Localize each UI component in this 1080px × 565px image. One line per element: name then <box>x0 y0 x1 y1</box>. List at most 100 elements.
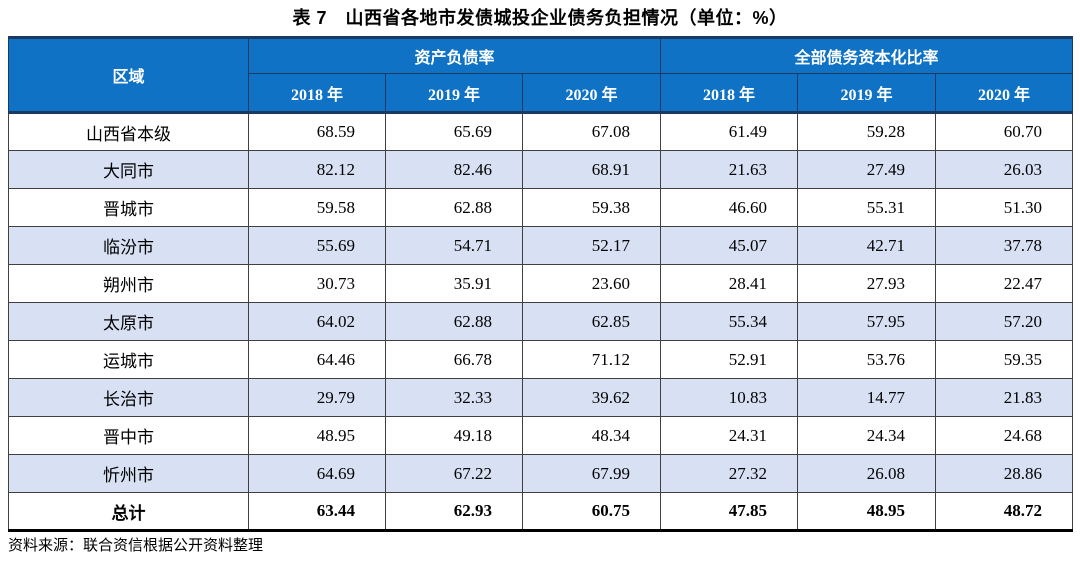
value-cell: 62.85 <box>521 302 662 341</box>
value-cell: 59.58 <box>248 188 386 227</box>
table-row: 运城市 64.46 66.78 71.12 52.91 53.76 59.35 <box>8 340 1074 379</box>
region-cell: 大同市 <box>8 150 249 189</box>
value-cell: 29.79 <box>248 378 386 417</box>
region-cell: 晋城市 <box>8 188 249 227</box>
column-header-region: 区域 <box>8 37 249 113</box>
value-cell: 35.91 <box>385 264 523 303</box>
value-cell: 14.77 <box>797 378 937 417</box>
table-row: 大同市 82.12 82.46 68.91 21.63 27.49 26.03 <box>8 150 1074 189</box>
value-cell: 24.34 <box>797 416 937 455</box>
table-row: 太原市 64.02 62.88 62.85 55.34 57.95 57.20 <box>8 302 1074 341</box>
value-cell: 28.41 <box>660 264 799 303</box>
region-cell: 临汾市 <box>8 226 249 265</box>
table-row: 朔州市 30.73 35.91 23.60 28.41 27.93 22.47 <box>8 264 1074 303</box>
value-cell: 32.33 <box>385 378 523 417</box>
column-header-year: 2018 年 <box>248 73 386 113</box>
value-cell: 57.95 <box>797 302 937 341</box>
value-cell: 39.62 <box>521 378 662 417</box>
value-cell: 52.17 <box>521 226 662 265</box>
value-cell: 26.03 <box>935 150 1074 189</box>
column-header-year: 2018 年 <box>660 73 799 113</box>
value-cell: 48.95 <box>248 416 386 455</box>
region-cell: 太原市 <box>8 302 249 341</box>
value-cell: 24.31 <box>660 416 799 455</box>
value-cell: 47.85 <box>660 492 799 531</box>
table-body: 山西省本级 68.59 65.69 67.08 61.49 59.28 60.70 大同市 82… <box>8 112 1074 531</box>
table-row: 晋中市 48.95 49.18 48.34 24.31 24.34 24.68 <box>8 416 1074 455</box>
column-header-year: 2019 年 <box>797 73 937 113</box>
value-cell: 42.71 <box>797 226 937 265</box>
region-cell: 山西省本级 <box>8 112 249 151</box>
value-cell: 49.18 <box>385 416 523 455</box>
value-cell: 82.12 <box>248 150 386 189</box>
value-cell: 26.08 <box>797 454 937 493</box>
value-cell: 55.69 <box>248 226 386 265</box>
value-cell: 62.88 <box>385 188 523 227</box>
value-cell: 61.49 <box>660 112 799 151</box>
region-cell: 长治市 <box>8 378 249 417</box>
table-row: 长治市 29.79 32.33 39.62 10.83 14.77 21.83 <box>8 378 1074 417</box>
table-row: 晋城市 59.58 62.88 59.38 46.60 55.31 51.30 <box>8 188 1074 227</box>
value-cell: 53.76 <box>797 340 937 379</box>
value-cell: 59.38 <box>521 188 662 227</box>
column-header-year: 2019 年 <box>385 73 523 113</box>
value-cell: 10.83 <box>660 378 799 417</box>
value-cell: 22.47 <box>935 264 1074 303</box>
value-cell: 57.20 <box>935 302 1074 341</box>
value-cell: 52.91 <box>660 340 799 379</box>
value-cell: 71.12 <box>521 340 662 379</box>
debt-burden-table: 区域 资产负债率 全部债务资本化比率 2018 年 2019 年 2020 年 … <box>8 36 1074 532</box>
value-cell: 62.93 <box>385 492 523 531</box>
value-cell: 63.44 <box>248 492 386 531</box>
column-header-year: 2020 年 <box>521 73 662 113</box>
region-cell: 运城市 <box>8 340 249 379</box>
value-cell: 62.88 <box>385 302 523 341</box>
value-cell: 37.78 <box>935 226 1074 265</box>
value-cell: 51.30 <box>935 188 1074 227</box>
value-cell: 66.78 <box>385 340 523 379</box>
table-row: 忻州市 64.69 67.22 67.99 27.32 26.08 28.86 <box>8 454 1074 493</box>
value-cell: 48.95 <box>797 492 937 531</box>
value-cell: 67.08 <box>521 112 662 151</box>
value-cell: 68.59 <box>248 112 386 151</box>
value-cell: 67.99 <box>521 454 662 493</box>
table-header: 区域 资产负债率 全部债务资本化比率 2018 年 2019 年 2020 年 … <box>8 37 1074 113</box>
value-cell: 48.34 <box>521 416 662 455</box>
region-cell: 朔州市 <box>8 264 249 303</box>
region-cell: 忻州市 <box>8 454 249 493</box>
value-cell: 45.07 <box>660 226 799 265</box>
column-group-asset-liability-ratio: 资产负债率 <box>247 37 662 74</box>
value-cell: 28.86 <box>935 454 1074 493</box>
value-cell: 27.93 <box>797 264 937 303</box>
value-cell: 46.60 <box>660 188 799 227</box>
value-cell: 24.68 <box>935 416 1074 455</box>
value-cell: 64.46 <box>248 340 386 379</box>
value-cell: 30.73 <box>248 264 386 303</box>
value-cell: 54.71 <box>385 226 523 265</box>
value-cell: 21.83 <box>935 378 1074 417</box>
value-cell: 65.69 <box>385 112 523 151</box>
table-row: 山西省本级 68.59 65.69 67.08 61.49 59.28 60.70 <box>8 112 1074 151</box>
value-cell: 27.49 <box>797 150 937 189</box>
value-cell: 55.31 <box>797 188 937 227</box>
value-cell: 23.60 <box>521 264 662 303</box>
value-cell: 60.70 <box>935 112 1074 151</box>
value-cell: 82.46 <box>385 150 523 189</box>
value-cell: 68.91 <box>521 150 662 189</box>
table-row-total: 总计 63.44 62.93 60.75 47.85 48.95 48.72 <box>8 492 1074 531</box>
value-cell: 48.72 <box>935 492 1074 531</box>
value-cell: 67.22 <box>385 454 523 493</box>
column-header-year: 2020 年 <box>935 73 1074 113</box>
value-cell: 27.32 <box>660 454 799 493</box>
value-cell: 59.28 <box>797 112 937 151</box>
table-title: 表 7 山西省各地市发债城投企业债务负担情况（单位：%） <box>292 8 788 28</box>
value-cell: 60.75 <box>521 492 662 531</box>
region-cell: 晋中市 <box>8 416 249 455</box>
value-cell: 21.63 <box>660 150 799 189</box>
value-cell: 55.34 <box>660 302 799 341</box>
region-cell: 总计 <box>8 492 249 531</box>
table-row: 临汾市 55.69 54.71 52.17 45.07 42.71 37.78 <box>8 226 1074 265</box>
value-cell: 64.02 <box>248 302 386 341</box>
value-cell: 59.35 <box>935 340 1074 379</box>
